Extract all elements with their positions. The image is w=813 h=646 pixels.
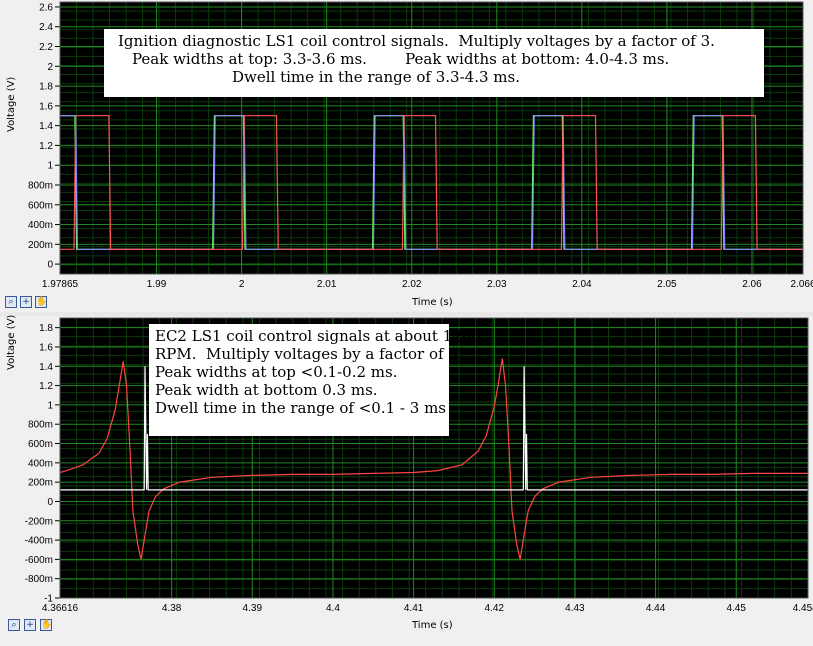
y-tick-label: 1.8 <box>39 82 53 93</box>
x-tick-label: 2.04 <box>572 279 592 290</box>
y-tick-label: 2.6 <box>39 2 53 13</box>
y-tick-label: 400m <box>28 220 53 231</box>
bottom-x-axis-label: Time (s) <box>412 620 453 631</box>
series-line-1 <box>60 115 803 250</box>
x-tick-label: 2.066 <box>790 279 813 290</box>
x-tick-label: 4.41 <box>404 603 424 614</box>
pan-hand-icon[interactable]: ✋ <box>35 296 48 308</box>
y-tick-label: 2.4 <box>39 22 53 33</box>
crosshair-icon[interactable]: + <box>24 619 36 631</box>
top-x-axis-label: Time (s) <box>412 297 453 308</box>
bottom-annotation-line-3: Peak widths at top <0.1-0.2 ms. <box>155 363 398 381</box>
zoom-icon[interactable]: ⌕ <box>8 619 20 631</box>
x-tick-label: 4.43 <box>565 603 585 614</box>
y-tick-label: 0 <box>47 260 53 271</box>
y-tick-label: 2.2 <box>39 42 53 53</box>
x-tick-label: 1.99 <box>147 279 167 290</box>
bottom-annotation: EC2 LS1 coil control signals at about 12… <box>149 324 481 436</box>
x-tick-label: 1.97865 <box>42 279 79 290</box>
y-tick-label: 1.8 <box>39 323 53 334</box>
x-tick-label: 4.39 <box>243 603 263 614</box>
series-line-1 <box>60 358 808 560</box>
crosshair-icon[interactable]: + <box>20 296 32 308</box>
series-line-3 <box>60 115 803 250</box>
top-chart-panel: Voltage (V) 1.97865 1.99 2 2.01 2.02 2.03 2.04… <box>0 0 813 312</box>
bottom-chart-panel: Voltage (V) 4.36616 4.38 4.39 4.4 4.41 4.42 4.… <box>0 315 813 646</box>
y-tick-label: -800m <box>25 574 53 585</box>
y-tick-label: 800m <box>28 420 53 431</box>
top-annotation-line-3: Dwell time in the range of 3.3-4.3 ms. <box>232 68 520 86</box>
plot-frame <box>59 1 804 275</box>
y-tick-label: 1.6 <box>39 101 53 112</box>
x-tick-label: 4.36616 <box>42 603 79 614</box>
x-tick-label: 4.38 <box>162 603 182 614</box>
plot-frame <box>59 317 809 599</box>
x-tick-label: 2 <box>239 279 245 290</box>
y-tick-label: 600m <box>28 439 53 450</box>
y-tick-label: 1.2 <box>39 141 53 152</box>
series-line-2 <box>60 115 803 250</box>
y-tick-label: 800m <box>28 180 53 191</box>
y-tick-label: -200m <box>25 516 53 527</box>
x-tick-label: 2.03 <box>487 279 507 290</box>
y-tick-label: 2 <box>47 62 53 73</box>
bottom-annotation-line-4: Peak width at bottom 0.3 ms. <box>155 381 378 399</box>
y-tick-label: 1 <box>47 400 53 411</box>
y-tick-label: 200m <box>28 240 53 251</box>
y-tick-label: 600m <box>28 200 53 211</box>
y-tick-label: 400m <box>28 458 53 469</box>
y-tick-label: 1.2 <box>39 381 53 392</box>
x-tick-label: 4.45 <box>726 603 746 614</box>
x-tick-label: 2.02 <box>402 279 422 290</box>
top-annotation-line-1: Ignition diagnostic LS1 coil control sig… <box>118 32 715 50</box>
y-tick-label: 200m <box>28 478 53 489</box>
y-tick-label: -1 <box>44 594 53 605</box>
bottom-annotation-line-1: EC2 LS1 coil control signals at about 12… <box>155 327 481 345</box>
x-tick-label: 4.4589 <box>793 603 813 614</box>
series-line-2 <box>60 366 808 491</box>
x-tick-label: 2.01 <box>317 279 337 290</box>
zoom-icon[interactable]: ⌕ <box>5 296 17 308</box>
bottom-annotation-line-5: Dwell time in the range of <0.1 - 3 ms <box>155 399 446 417</box>
y-tick-label: 1.4 <box>39 121 53 132</box>
y-tick-label: 1 <box>47 161 53 172</box>
pan-hand-icon[interactable]: ✋ <box>40 619 53 631</box>
x-tick-label: 4.44 <box>646 603 666 614</box>
y-tick-label: 0 <box>47 497 53 508</box>
x-tick-label: 4.4 <box>326 603 340 614</box>
x-tick-label: 2.05 <box>657 279 677 290</box>
y-tick-label: 1.6 <box>39 342 53 353</box>
top-annotation-line-2: Peak widths at top: 3.3-3.6 ms. Peak wid… <box>132 50 670 68</box>
y-tick-label: -400m <box>25 536 53 547</box>
bottom-annotation-line-2: RPM. Multiply voltages by a factor of 3. <box>155 345 463 363</box>
top-annotation: Ignition diagnostic LS1 coil control sig… <box>104 29 764 97</box>
x-tick-label: 4.42 <box>485 603 505 614</box>
y-tick-label: 1.4 <box>39 362 53 373</box>
y-tick-label: -600m <box>25 555 53 566</box>
x-tick-label: 2.06 <box>742 279 762 290</box>
